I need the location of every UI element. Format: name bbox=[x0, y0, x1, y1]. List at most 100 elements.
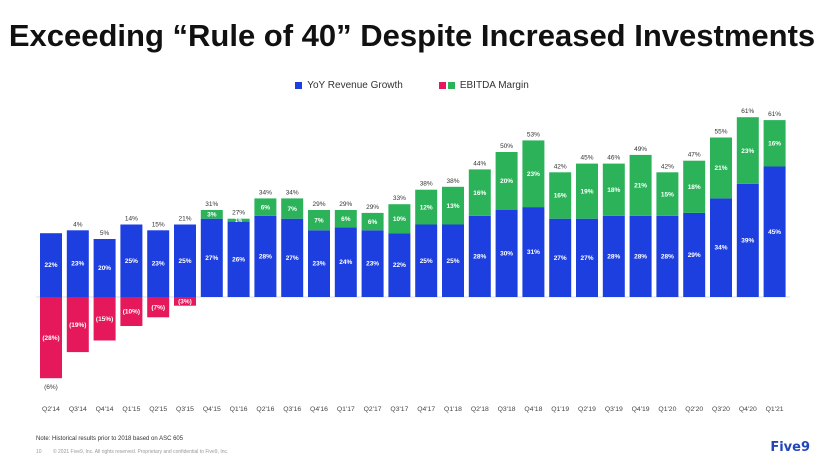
data-label-ebitda-1: (19%) bbox=[69, 322, 86, 329]
bar-ebitda-0 bbox=[40, 297, 62, 379]
x-tick-label-5: Q3'15 bbox=[176, 406, 194, 413]
x-tick-label-8: Q2'16 bbox=[256, 406, 274, 413]
bar-revenue-19 bbox=[549, 218, 572, 297]
data-label-ebitda-18: 23% bbox=[527, 171, 540, 178]
data-label-revenue-23: 28% bbox=[661, 253, 674, 260]
total-label-2: 5% bbox=[100, 230, 110, 237]
data-label-revenue-14: 25% bbox=[420, 258, 433, 265]
total-label-13: 33% bbox=[393, 195, 406, 202]
data-label-revenue-4: 23% bbox=[152, 261, 165, 268]
x-tick-label-21: Q3'19 bbox=[605, 406, 623, 413]
bar-revenue-27 bbox=[763, 166, 786, 297]
data-label-revenue-6: 27% bbox=[205, 255, 218, 262]
total-label-4: 15% bbox=[152, 221, 165, 228]
x-tick-label-4: Q2'15 bbox=[149, 406, 167, 413]
bar-ebitda-27 bbox=[763, 120, 786, 167]
x-tick-label-0: Q2'14 bbox=[42, 406, 60, 413]
x-tick-label-25: Q3'20 bbox=[712, 406, 730, 413]
data-label-revenue-9: 27% bbox=[286, 255, 299, 262]
bar-ebitda-5 bbox=[174, 297, 196, 306]
bar-revenue-9 bbox=[281, 218, 304, 297]
data-label-revenue-12: 23% bbox=[366, 261, 379, 268]
bar-revenue-25 bbox=[710, 198, 732, 297]
x-tick-label-15: Q1'18 bbox=[444, 406, 462, 413]
data-label-revenue-3: 25% bbox=[125, 258, 138, 265]
x-tick-label-6: Q4'15 bbox=[203, 406, 221, 413]
bar-ebitda-26 bbox=[736, 117, 759, 184]
total-label-7: 27% bbox=[232, 210, 245, 217]
total-label-21: 46% bbox=[607, 155, 620, 162]
x-tick-label-17: Q3'18 bbox=[498, 406, 516, 413]
x-tick-label-23: Q1'20 bbox=[658, 406, 676, 413]
data-label-ebitda-20: 19% bbox=[580, 188, 593, 195]
bar-ebitda-9 bbox=[281, 198, 304, 219]
total-label-18: 53% bbox=[527, 131, 540, 138]
bar-ebitda-18 bbox=[522, 140, 545, 208]
page-title: Exceeding “Rule of 40” Despite Increased… bbox=[8, 18, 816, 53]
bar-ebitda-23 bbox=[656, 172, 679, 216]
bar-ebitda-10 bbox=[308, 210, 330, 231]
data-label-revenue-26: 39% bbox=[741, 237, 754, 244]
total-label-16: 44% bbox=[473, 160, 486, 167]
bar-ebitda-14 bbox=[415, 189, 438, 225]
total-label-20: 45% bbox=[580, 155, 593, 162]
data-label-revenue-25: 34% bbox=[714, 245, 727, 252]
data-label-revenue-27: 45% bbox=[768, 229, 781, 236]
x-tick-label-26: Q4'20 bbox=[739, 406, 757, 413]
bar-revenue-16 bbox=[468, 215, 491, 297]
total-label-3: 14% bbox=[125, 216, 138, 223]
bar-ebitda-19 bbox=[549, 172, 572, 219]
copyright-text: © 2021 Five9, Inc. All rights reserved. … bbox=[52, 449, 229, 455]
bar-ebitda-15 bbox=[442, 186, 464, 225]
bar-revenue-0 bbox=[40, 233, 62, 297]
footer: 10 © 2021 Five9, Inc. All rights reserve… bbox=[36, 449, 228, 455]
x-tick-label-9: Q3'16 bbox=[283, 406, 301, 413]
bar-revenue-24 bbox=[683, 212, 706, 297]
total-label-9: 34% bbox=[286, 189, 299, 196]
bar-revenue-7 bbox=[227, 221, 250, 297]
data-label-ebitda-26: 23% bbox=[741, 148, 754, 155]
bar-revenue-12 bbox=[361, 230, 384, 297]
data-label-revenue-11: 24% bbox=[339, 259, 352, 266]
bar-ebitda-25 bbox=[710, 137, 732, 199]
legend-label-ebitda: EBITDA Margin bbox=[459, 80, 529, 91]
total-label-5: 21% bbox=[178, 216, 191, 223]
bar-ebitda-4 bbox=[147, 297, 170, 318]
x-tick-label-11: Q1'17 bbox=[337, 406, 355, 413]
x-tick-label-27: Q1'21 bbox=[766, 406, 784, 413]
bar-revenue-4 bbox=[147, 230, 170, 297]
legend-item-revenue: YoY Revenue Growth bbox=[295, 80, 403, 91]
total-label-19: 42% bbox=[554, 163, 567, 170]
bar-ebitda-24 bbox=[683, 160, 706, 213]
x-tick-label-10: Q4'16 bbox=[310, 406, 328, 413]
data-label-revenue-18: 31% bbox=[527, 249, 540, 256]
total-label-24: 47% bbox=[688, 152, 701, 159]
data-label-ebitda-17: 20% bbox=[500, 178, 513, 185]
total-label-10: 29% bbox=[312, 201, 325, 208]
data-label-revenue-1: 23% bbox=[71, 261, 84, 268]
total-label-15: 38% bbox=[446, 178, 459, 185]
bar-ebitda-6 bbox=[200, 210, 223, 219]
bar-revenue-20 bbox=[576, 218, 598, 297]
bar-revenue-11 bbox=[334, 227, 357, 297]
bar-ebitda-20 bbox=[576, 163, 598, 219]
data-label-ebitda-5: (3%) bbox=[178, 299, 192, 306]
total-label-27: 61% bbox=[768, 111, 781, 118]
bar-revenue-21 bbox=[602, 215, 625, 297]
legend-swatch-revenue bbox=[295, 82, 303, 89]
x-tick-label-22: Q4'19 bbox=[632, 406, 650, 413]
bar-revenue-18 bbox=[522, 207, 545, 297]
bar-ebitda-17 bbox=[495, 152, 518, 210]
bar-ebitda-1 bbox=[66, 297, 89, 353]
total-label-26: 61% bbox=[741, 108, 754, 115]
data-label-ebitda-23: 15% bbox=[661, 191, 674, 198]
x-tick-label-12: Q2'17 bbox=[364, 406, 382, 413]
data-label-revenue-21: 28% bbox=[607, 253, 620, 260]
bar-revenue-23 bbox=[656, 215, 679, 297]
bar-ebitda-22 bbox=[629, 154, 652, 216]
data-label-ebitda-24: 18% bbox=[688, 184, 701, 191]
x-tick-label-18: Q4'18 bbox=[524, 406, 542, 413]
data-label-revenue-7: 26% bbox=[232, 256, 245, 263]
data-label-ebitda-22: 21% bbox=[634, 183, 647, 190]
